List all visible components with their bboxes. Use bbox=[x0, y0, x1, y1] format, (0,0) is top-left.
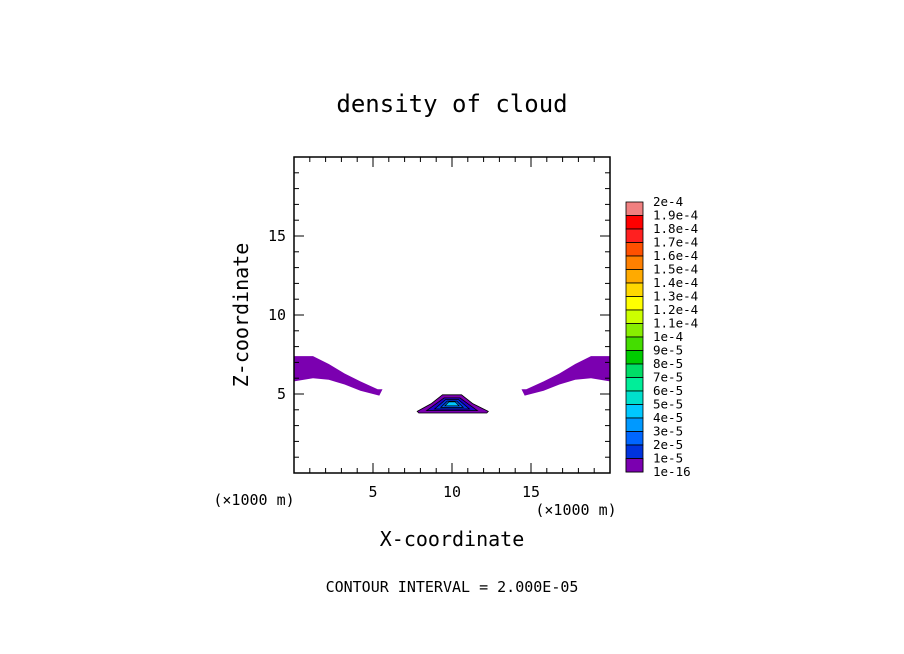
colorbar-label: 1.2e-4 bbox=[653, 302, 698, 317]
colorbar-swatch bbox=[625, 431, 644, 446]
colorbar-swatch bbox=[625, 309, 644, 324]
colorbar-label: 5e-5 bbox=[653, 397, 683, 412]
colorbar-label: 1.1e-4 bbox=[653, 316, 698, 331]
colorbar-label: 7e-5 bbox=[653, 370, 683, 385]
contour-interval-note: CONTOUR INTERVAL = 2.000E-05 bbox=[326, 578, 579, 596]
contour-fill-layer bbox=[294, 356, 610, 414]
colorbar-swatch bbox=[625, 242, 644, 257]
colorbar: 2e-41.9e-41.8e-41.7e-41.6e-41.5e-41.4e-4… bbox=[625, 194, 698, 479]
colorbar-swatch bbox=[625, 215, 644, 230]
colorbar-swatch bbox=[625, 458, 644, 473]
colorbar-swatch bbox=[625, 417, 644, 432]
colorbar-label: 1.8e-4 bbox=[653, 221, 698, 236]
y-tick-label: 15 bbox=[268, 227, 286, 245]
x-axis-unit-left: (×1000 m) bbox=[213, 491, 294, 509]
colorbar-swatch bbox=[625, 228, 644, 243]
colorbar-label: 2e-5 bbox=[653, 437, 683, 452]
colorbar-swatch bbox=[625, 336, 644, 351]
colorbar-label: 1e-4 bbox=[653, 329, 683, 344]
colorbar-label: 1.4e-4 bbox=[653, 275, 698, 290]
colorbar-swatch bbox=[625, 363, 644, 378]
contour-region-right-arm bbox=[521, 356, 610, 396]
colorbar-label: 2e-4 bbox=[653, 194, 683, 209]
x-tick-label: 15 bbox=[522, 483, 540, 501]
colorbar-label: 9e-5 bbox=[653, 343, 683, 358]
colorbar-swatch bbox=[625, 296, 644, 311]
colorbar-label: 4e-5 bbox=[653, 410, 683, 425]
colorbar-swatch bbox=[625, 390, 644, 405]
colorbar-swatch bbox=[625, 269, 644, 284]
contour-region-central-cloud-core bbox=[443, 401, 461, 407]
colorbar-swatch bbox=[625, 201, 644, 216]
y-tick-label: 10 bbox=[268, 306, 286, 324]
colorbar-label: 6e-5 bbox=[653, 383, 683, 398]
colorbar-swatch bbox=[625, 255, 644, 270]
colorbar-swatch bbox=[625, 444, 644, 459]
x-axis-unit-right: (×1000 m) bbox=[535, 501, 616, 519]
colorbar-label: 8e-5 bbox=[653, 356, 683, 371]
y-axis-label: Z-coordinate bbox=[229, 243, 253, 388]
colorbar-swatch bbox=[625, 377, 644, 392]
x-axis-label: X-coordinate bbox=[380, 527, 525, 551]
colorbar-label: 1.5e-4 bbox=[653, 262, 698, 277]
colorbar-swatch bbox=[625, 282, 644, 297]
axis-ticks: 5 10 15 5 10 15 bbox=[268, 157, 610, 501]
colorbar-label: 3e-5 bbox=[653, 424, 683, 439]
colorbar-label: 1.3e-4 bbox=[653, 289, 698, 304]
x-tick-label: 10 bbox=[443, 483, 461, 501]
colorbar-swatch bbox=[625, 323, 644, 338]
colorbar-label: 1.7e-4 bbox=[653, 235, 698, 250]
colorbar-swatch bbox=[625, 404, 644, 419]
chart-title: density of cloud bbox=[336, 90, 567, 118]
colorbar-label: 1.6e-4 bbox=[653, 248, 698, 263]
x-tick-label: 5 bbox=[368, 483, 377, 501]
colorbar-label: 1.9e-4 bbox=[653, 208, 698, 223]
plot-frame bbox=[293, 156, 611, 474]
contour-region-left-arm bbox=[294, 356, 383, 396]
y-tick-label: 5 bbox=[277, 385, 286, 403]
colorbar-label: 1e-16 bbox=[653, 464, 691, 479]
colorbar-swatch bbox=[625, 350, 644, 365]
colorbar-label: 1e-5 bbox=[653, 451, 683, 466]
